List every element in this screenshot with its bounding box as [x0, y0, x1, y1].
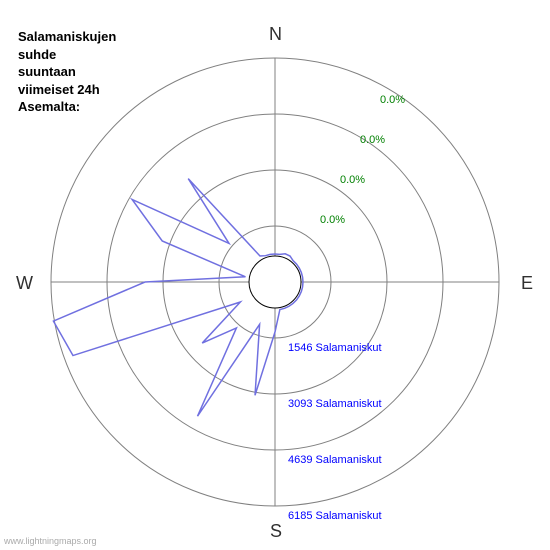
compass-e: E: [521, 273, 533, 294]
title-line: Asemalta:: [18, 99, 80, 114]
compass-w: W: [16, 273, 33, 294]
attribution: www.lightningmaps.org: [4, 536, 97, 546]
strike-count-label: 6185 Salamaniskut: [288, 510, 382, 522]
chart-title: Salamaniskujen suhde suuntaan viimeiset …: [18, 28, 116, 116]
compass-n: N: [269, 24, 282, 45]
percent-label: 0.0%: [360, 134, 385, 146]
title-line: suuntaan: [18, 64, 76, 79]
title-line: Salamaniskujen: [18, 29, 116, 44]
percent-label: 0.0%: [320, 214, 345, 226]
percent-label: 0.0%: [380, 94, 405, 106]
strike-count-label: 3093 Salamaniskut: [288, 398, 382, 410]
strike-count-label: 4639 Salamaniskut: [288, 454, 382, 466]
title-line: viimeiset 24h: [18, 82, 100, 97]
strike-count-label: 1546 Salamaniskut: [288, 342, 382, 354]
compass-s: S: [270, 521, 282, 542]
percent-label: 0.0%: [340, 174, 365, 186]
title-line: suhde: [18, 47, 56, 62]
